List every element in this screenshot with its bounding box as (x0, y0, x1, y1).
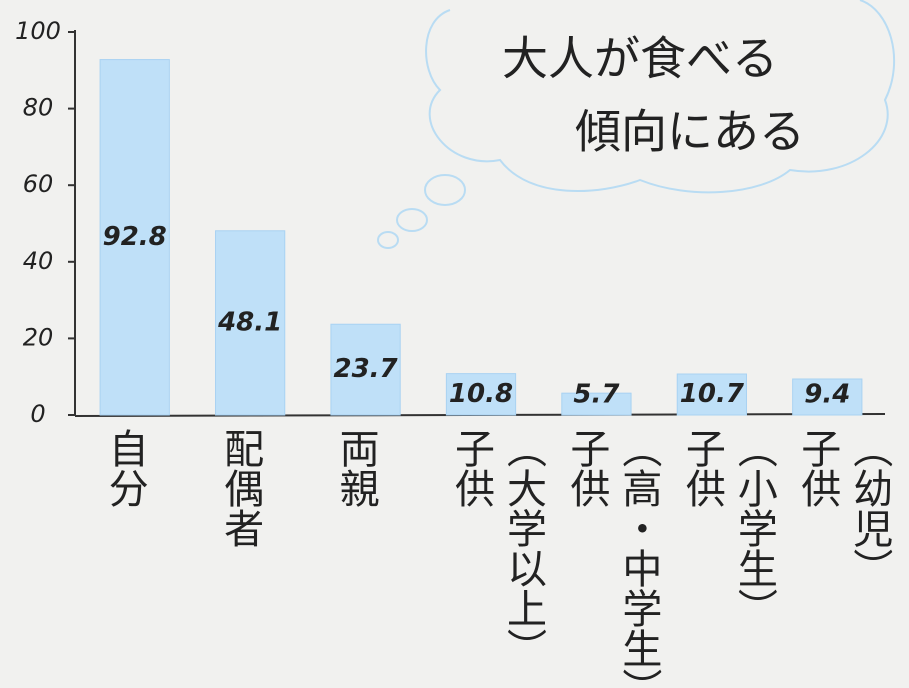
x-tick-label: 子供 （幼児） (794, 428, 893, 588)
value-label: 5.7 (573, 380, 620, 410)
annotation: 傾向にある (575, 105, 805, 159)
annotation: 大人が食べる (502, 32, 778, 86)
x-tick-label: 子供 （小学生） (678, 428, 777, 628)
value-label: 10.7 (680, 379, 745, 409)
bar (215, 230, 286, 416)
cloud-bubble (396, 208, 428, 232)
y-tick-label: 80 (23, 94, 54, 122)
y-tick-label: 100 (15, 17, 61, 45)
x-tick-label: 子供 （大学以上） (448, 428, 546, 668)
bar (676, 373, 747, 416)
y-tick-label: 20 (23, 323, 54, 351)
value-label: 92.8 (103, 222, 167, 252)
x-tick-label: 自分 (101, 428, 148, 508)
y-tick-label: 0 (30, 400, 45, 428)
bar (561, 392, 632, 416)
x-tick-label: 子供 （高・中学生） (563, 428, 662, 688)
bar (99, 59, 170, 416)
bar (330, 323, 401, 416)
value-label: 9.4 (804, 380, 850, 410)
cloud-outline (425, 0, 896, 194)
value-label: 23.7 (333, 354, 398, 384)
x-tick-label: 両親 (332, 428, 379, 508)
value-label: 48.1 (217, 307, 282, 337)
cloud-bubble (424, 174, 466, 206)
cloud-bubble (377, 231, 399, 249)
y-tick-label: 40 (23, 247, 54, 275)
y-tick-label: 60 (23, 170, 54, 198)
value-label: 10.8 (449, 379, 513, 409)
x-tick-label: 配偶者 (217, 428, 264, 548)
bar (792, 378, 863, 416)
bar (445, 373, 517, 416)
thought-cloud (377, 0, 896, 249)
